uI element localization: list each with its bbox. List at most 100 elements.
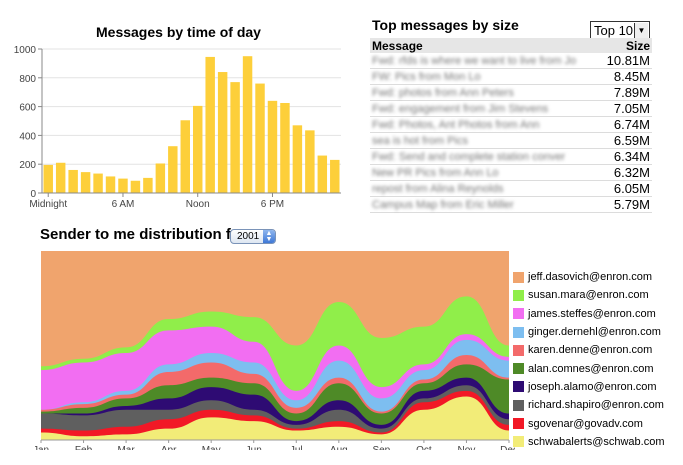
x-tick-label: May — [202, 445, 221, 450]
x-tick-label: Jun — [246, 445, 262, 450]
legend-label: schwabalerts@schwab.com — [528, 435, 665, 448]
bar — [305, 130, 315, 193]
legend-swatch — [513, 381, 524, 393]
legend-swatch — [513, 271, 524, 283]
legend-swatch — [513, 418, 524, 430]
legend-item[interactable]: ginger.dernehl@enron.com — [513, 323, 665, 341]
year-value: 2001 — [237, 231, 260, 242]
bar — [242, 56, 253, 194]
message-subject-cell: New PR Pics from Ann Lo — [370, 164, 605, 182]
legend-item[interactable]: joseph.alamo@enron.com — [513, 378, 665, 396]
legend-label: richard.shapiro@enron.com — [528, 399, 664, 412]
legend-swatch — [513, 308, 524, 320]
message-subject-cell: Fwd: Photos, Ant Photos from Ann — [370, 116, 605, 134]
area-series — [41, 390, 509, 440]
legend-item[interactable]: james.steffes@enron.com — [513, 305, 665, 323]
message-subject-cell: Fwd: rfds is where we want to live from … — [370, 53, 605, 70]
table-row[interactable]: Fwd: rfds is where we want to live from … — [370, 53, 652, 70]
year-dropdown[interactable]: 2001 ▲ ▼ — [230, 229, 276, 244]
distribution-title: Sender to me distribution for — [40, 226, 246, 243]
message-subject-cell: repost from Alina Reynolds — [370, 180, 605, 198]
legend-label: joseph.alamo@enron.com — [528, 380, 657, 393]
area-series — [41, 396, 509, 440]
bar — [80, 172, 91, 193]
top-count-value: Top 10 — [594, 23, 634, 38]
bar — [217, 72, 228, 193]
legend-swatch — [513, 363, 524, 375]
legend-item[interactable]: sgovenar@govadv.com — [513, 414, 665, 432]
legend-item[interactable]: jeff.dasovich@enron.com — [513, 268, 665, 286]
table-header-row: Message Size — [370, 38, 652, 53]
message-size-cell: 6.05M — [604, 180, 652, 198]
message-size-cell: 6.59M — [604, 132, 652, 150]
x-tick-label: Midnight — [29, 199, 67, 210]
table-row[interactable]: New PR Pics from Ann Lo 6.32M — [370, 164, 652, 182]
legend-label: karen.denne@enron.com — [528, 344, 653, 357]
bar — [168, 146, 178, 193]
bar — [180, 120, 190, 193]
legend-swatch — [513, 289, 524, 301]
table-row[interactable]: Campus Map from Eric Miller 5.79M — [370, 196, 652, 214]
bar — [317, 155, 328, 193]
legend-item[interactable]: susan.mara@enron.com — [513, 286, 665, 304]
bar — [155, 163, 166, 193]
updown-arrow-icon: ▲ ▼ — [263, 230, 275, 243]
message-subject-cell: Fwd: engagement from Jim Stevens — [370, 100, 605, 118]
message-subject-cell: Campus Map from Eric Miller — [370, 196, 605, 214]
legend-swatch — [513, 344, 524, 356]
y-tick-label: 800 — [19, 74, 36, 85]
x-tick-label: Jan — [33, 445, 49, 450]
top-messages-title: Top messages by size — [372, 17, 519, 33]
x-tick-label: Feb — [75, 445, 93, 450]
top-count-dropdown[interactable]: Top 10 ▼ — [590, 21, 650, 40]
x-tick-label: Apr — [161, 445, 177, 450]
bar — [205, 56, 215, 193]
dropdown-arrow-icon: ▼ — [634, 23, 648, 38]
x-tick-label: Jul — [290, 445, 303, 450]
legend-label: sgovenar@govadv.com — [528, 417, 643, 430]
table-row[interactable]: Fwd: engagement from Jim Stevens 7.05M — [370, 100, 652, 118]
message-size-cell: 7.05M — [604, 100, 652, 118]
message-size-cell: 7.89M — [604, 84, 652, 102]
column-header-size[interactable]: Size — [604, 38, 652, 53]
bar — [255, 83, 265, 193]
x-tick-label: Dec — [500, 445, 515, 450]
sender-legend: jeff.dasovich@enron.com susan.mara@enron.… — [513, 268, 665, 451]
x-tick-label: Sep — [372, 445, 390, 450]
x-tick-label: Noon — [186, 199, 210, 210]
bar — [292, 125, 303, 193]
bar — [118, 178, 128, 193]
table-row[interactable]: Fwd: photos from Ann Peters 7.89M — [370, 84, 652, 102]
time-of-day-chart-title: Messages by time of day — [96, 24, 261, 40]
sender-streamgraph: Jan Feb Mar Apr May Jun Jul Aug Sep Oct Nov Dec — [33, 251, 515, 450]
legend-swatch — [513, 326, 524, 338]
bar — [130, 180, 141, 193]
legend-label: ginger.dernehl@enron.com — [528, 326, 661, 339]
legend-swatch — [513, 436, 524, 448]
message-size-cell: 10.81M — [604, 53, 652, 70]
bar — [43, 164, 53, 193]
bar — [230, 82, 240, 193]
legend-label: susan.mara@enron.com — [528, 289, 649, 302]
bar — [105, 176, 116, 193]
x-tick-label: 6 PM — [261, 199, 284, 210]
bar — [68, 169, 78, 193]
legend-item[interactable]: karen.denne@enron.com — [513, 341, 665, 359]
table-row[interactable]: FW: Pics from Mon Lo 8.45M — [370, 68, 652, 86]
column-header-message[interactable]: Message — [370, 38, 605, 53]
legend-item[interactable]: alan.comnes@enron.com — [513, 359, 665, 377]
bar — [55, 162, 66, 193]
bar — [193, 105, 203, 193]
table-row[interactable]: Fwd: Photos, Ant Photos from Ann 6.74M — [370, 116, 652, 134]
table-row[interactable]: repost from Alina Reynolds 6.05M — [370, 180, 652, 198]
table-row[interactable]: Fwd: Send and complete station conver 6.3… — [370, 148, 652, 166]
bar — [330, 159, 340, 193]
legend-label: alan.comnes@enron.com — [528, 362, 654, 375]
legend-swatch — [513, 399, 524, 411]
legend-label: james.steffes@enron.com — [528, 307, 656, 320]
legend-item[interactable]: schwabalerts@schwab.com — [513, 433, 665, 451]
x-tick-label: Oct — [416, 445, 432, 450]
table-row[interactable]: sea is hot from Pics 6.59M — [370, 132, 652, 150]
bar — [280, 103, 290, 193]
legend-item[interactable]: richard.shapiro@enron.com — [513, 396, 665, 414]
